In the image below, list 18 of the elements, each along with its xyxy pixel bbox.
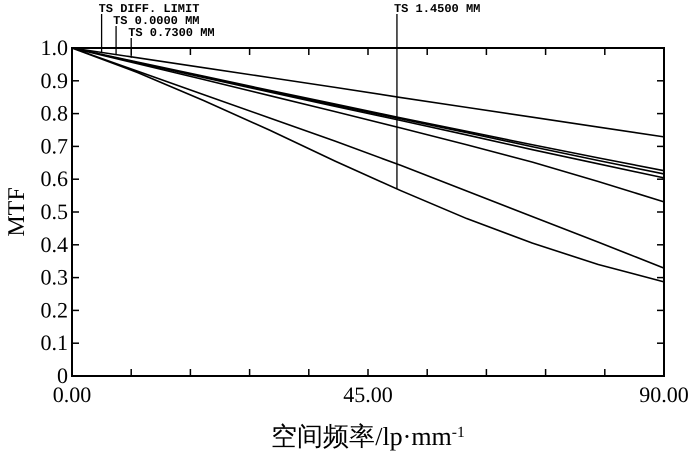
y-tick-label: 1.0 — [40, 35, 68, 60]
annotation: TS 1.4500 MM — [394, 2, 480, 16]
y-tick-label: 0.9 — [40, 68, 68, 93]
y-tick-label: 0.5 — [40, 199, 68, 224]
y-tick-label: 0.1 — [40, 330, 68, 356]
y-tick-label: 0.3 — [40, 264, 68, 290]
y-tick-label: 0.4 — [40, 232, 68, 257]
y-tick-label: 0.6 — [40, 166, 68, 192]
y-tick-label: 0.8 — [40, 100, 68, 126]
annotation: TS 0.0000 MM — [113, 14, 200, 28]
annotation: TS 0.7300 MM — [128, 26, 215, 40]
y-tick-label: 0.2 — [40, 297, 68, 322]
y-axis-title: MTF — [4, 187, 30, 237]
x-tick-label: 90.00 — [639, 382, 689, 407]
x-tick-label: 45.00 — [343, 382, 393, 407]
x-axis-title: 空间频率/lp·mm$^{-1}$ — [271, 422, 465, 451]
annotation: TS DIFF. LIMIT — [98, 2, 200, 16]
y-tick-label: 0.7 — [40, 133, 68, 158]
